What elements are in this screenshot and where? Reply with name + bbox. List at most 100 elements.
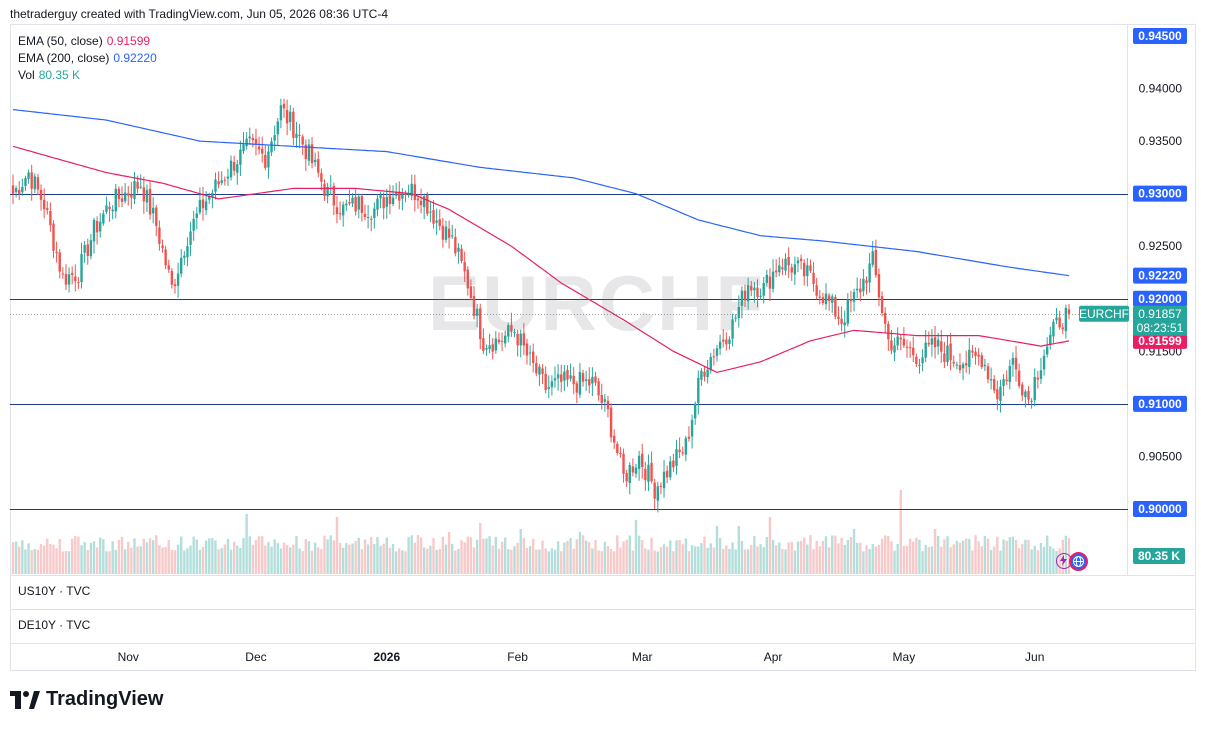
candle-body [964, 363, 968, 366]
candle-body [345, 203, 348, 206]
candle-body [363, 213, 367, 217]
candle-body [301, 136, 304, 145]
candle-body [1030, 400, 1033, 402]
volume-bar [541, 540, 544, 574]
candle-body [58, 252, 61, 272]
candle-body [460, 248, 463, 262]
candle-body [326, 186, 329, 197]
volume-bar [964, 538, 968, 574]
candle-body [370, 218, 373, 220]
candle-body [74, 276, 77, 282]
volume-bar [952, 544, 955, 574]
volume-bar [236, 545, 239, 574]
volume-bar [1039, 542, 1043, 574]
volume-bar [672, 551, 675, 574]
price-tag [1133, 395, 1187, 412]
volume-bar [99, 537, 102, 574]
candle-body [1014, 357, 1018, 370]
volume-bar [877, 544, 881, 574]
volume-bar [684, 538, 688, 574]
volume-bar [731, 542, 734, 574]
volume-bar [728, 548, 731, 574]
legend-ema200-value: 0.92220 [113, 51, 157, 65]
candle-body [186, 246, 189, 258]
volume-bar [11, 542, 15, 574]
candle-body [669, 461, 672, 478]
candle-body [715, 348, 719, 356]
candle-body [482, 338, 485, 351]
candle-body [896, 336, 899, 346]
volume-bar [232, 541, 236, 574]
volume-bar [167, 540, 170, 574]
volume-tag-text: 80.35 K [1138, 549, 1180, 563]
time-tick-label: May [893, 650, 916, 664]
legend-ema200[interactable]: EMA (200, close) 0.92220 [18, 51, 157, 65]
candle-body [955, 364, 959, 366]
candle-body [974, 351, 977, 357]
candle-body [385, 196, 388, 207]
volume-bar [469, 537, 473, 574]
legend-ema50[interactable]: EMA (50, close) 0.91599 [18, 34, 150, 48]
volume-bar [451, 543, 454, 574]
volume-bar [279, 548, 283, 574]
pane-label-us10y[interactable]: US10Y · TVC [18, 584, 91, 598]
volume-bar [366, 544, 370, 574]
candle-body [42, 199, 46, 210]
candle-body [83, 244, 86, 253]
candle-body [622, 453, 625, 474]
candle-body [289, 111, 292, 123]
volume-bar [472, 547, 476, 574]
candle-body [273, 135, 276, 141]
candle-body [1036, 377, 1040, 380]
candle-body [840, 318, 843, 324]
volume-bar [908, 538, 912, 574]
volume-bar [49, 543, 52, 574]
volume-bar [404, 551, 407, 574]
volume-bar [376, 536, 379, 574]
volume-bars [11, 490, 1071, 574]
volume-bar [52, 544, 55, 574]
candle-body [553, 378, 557, 381]
time-axis[interactable]: Nov Dec 2026 Feb Mar Apr May Jun [118, 650, 1045, 664]
volume-bar [441, 536, 445, 574]
volume-bar [92, 541, 96, 574]
candle-body [796, 260, 800, 264]
volume-bar [348, 544, 351, 574]
candle-body [220, 180, 223, 183]
legend-ema50-label: EMA (50, close) [18, 34, 103, 48]
candle-body [30, 172, 33, 189]
candle-body [806, 265, 809, 276]
candle-body [39, 189, 43, 200]
candle-body [136, 181, 139, 189]
volume-bar [1024, 539, 1027, 574]
candle-body [899, 337, 902, 340]
candle-body [915, 356, 918, 365]
volume-bar [522, 537, 526, 574]
horizontal-levels [10, 194, 1128, 510]
legend-volume[interactable]: Vol 80.35 K [18, 68, 80, 82]
candle-body [451, 235, 454, 237]
price-tick-label: 0.92500 [1139, 239, 1183, 253]
globe-icon[interactable] [1069, 552, 1088, 571]
candle-body [500, 340, 504, 342]
candle-body [765, 274, 769, 284]
volume-bar [1027, 539, 1030, 574]
candle-body [712, 356, 716, 358]
candle-body [1002, 379, 1005, 387]
candle-body [14, 188, 18, 193]
volume-bar [771, 540, 775, 574]
candle-body [693, 403, 697, 419]
candle-body [849, 299, 853, 302]
volume-bar [532, 538, 535, 574]
candle-body [248, 136, 251, 139]
volume-bar [245, 514, 248, 574]
chart-frame[interactable] [10, 24, 1196, 671]
pane-label-de10y[interactable]: DE10Y · TVC [18, 618, 91, 632]
candle-body [584, 379, 588, 381]
volume-bar [70, 538, 74, 574]
candle-body [413, 184, 417, 200]
tradingview-logo[interactable]: TradingView [10, 688, 163, 711]
candle-body [388, 195, 392, 205]
volume-bar [466, 536, 469, 574]
